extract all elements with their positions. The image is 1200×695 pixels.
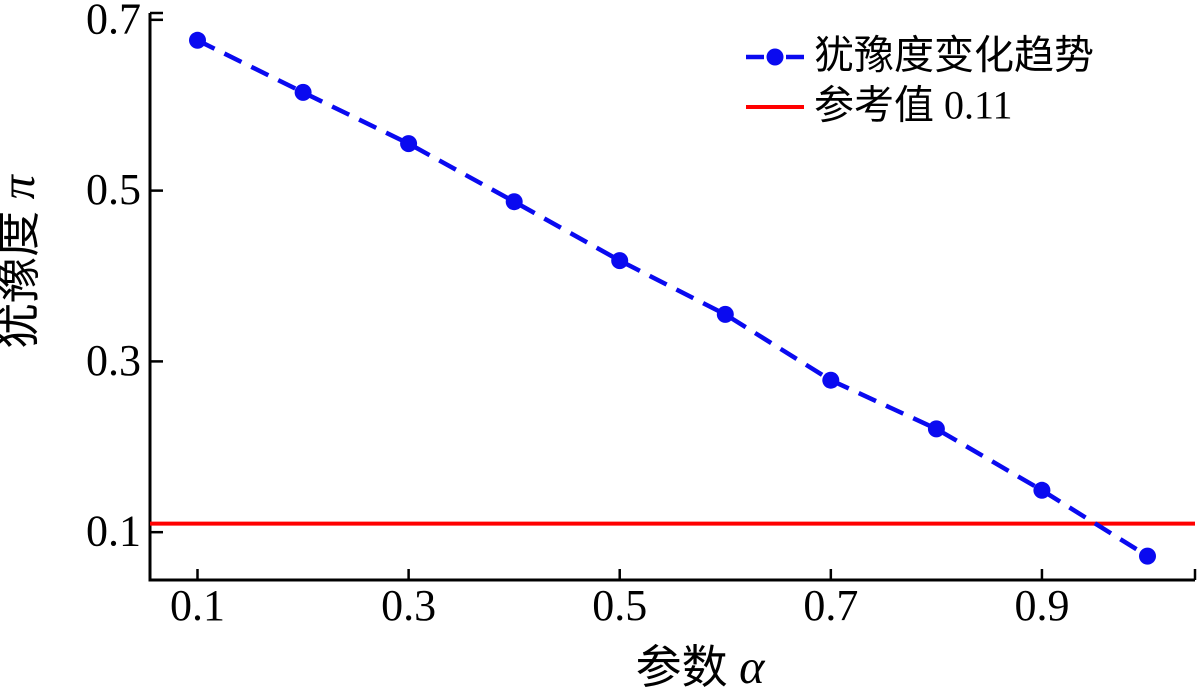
legend-trend-marker-icon [766,48,784,66]
data-point-marker [822,371,840,389]
legend-item-trend: 犹豫度变化趋势 [746,33,1094,78]
y-tick-label: 0.7 [86,0,141,43]
data-point-marker [927,420,945,438]
plot-series [150,31,1195,565]
x-tick-label: 0.5 [592,581,647,630]
y-axis-label-symbol-pi: π [0,173,45,199]
data-point-marker [189,31,206,49]
x-tick-label: 0.3 [381,581,436,630]
x-axis-label-text: 参数 [636,642,740,693]
legend-label-reference: 参考值 0.11 [814,83,1013,128]
data-point-marker [716,305,734,323]
axes: 0.1 0.3 0.5 0.7 0.1 0.3 0.5 0.7 0.9 [86,0,1197,630]
x-tick-label: 0.7 [803,581,858,630]
x-tick-label: 0.1 [170,581,225,630]
axis-spines [148,13,1195,582]
legend-item-reference: 参考值 0.11 [746,83,1013,128]
y-tick-label: 0.5 [86,165,141,214]
x-axis-label-symbol-alpha: α [739,641,766,694]
data-point-marker [611,252,629,270]
x-axis-label: 参数 α [636,641,767,694]
data-point-marker [294,83,312,101]
legend: 犹豫度变化趋势 参考值 0.11 [746,33,1094,128]
data-point-marker [400,135,418,153]
data-point-marker [1033,481,1051,499]
y-axis-label: 犹豫度 π [0,173,45,349]
x-tick-label: 0.9 [1014,581,1069,630]
data-point-marker [505,193,523,211]
data-point-marker [1139,547,1156,565]
y-axis-label-text: 犹豫度 [0,199,44,349]
y-tick-label: 0.1 [86,507,141,556]
y-tick-label: 0.3 [86,336,141,385]
legend-label-trend: 犹豫度变化趋势 [814,33,1094,78]
